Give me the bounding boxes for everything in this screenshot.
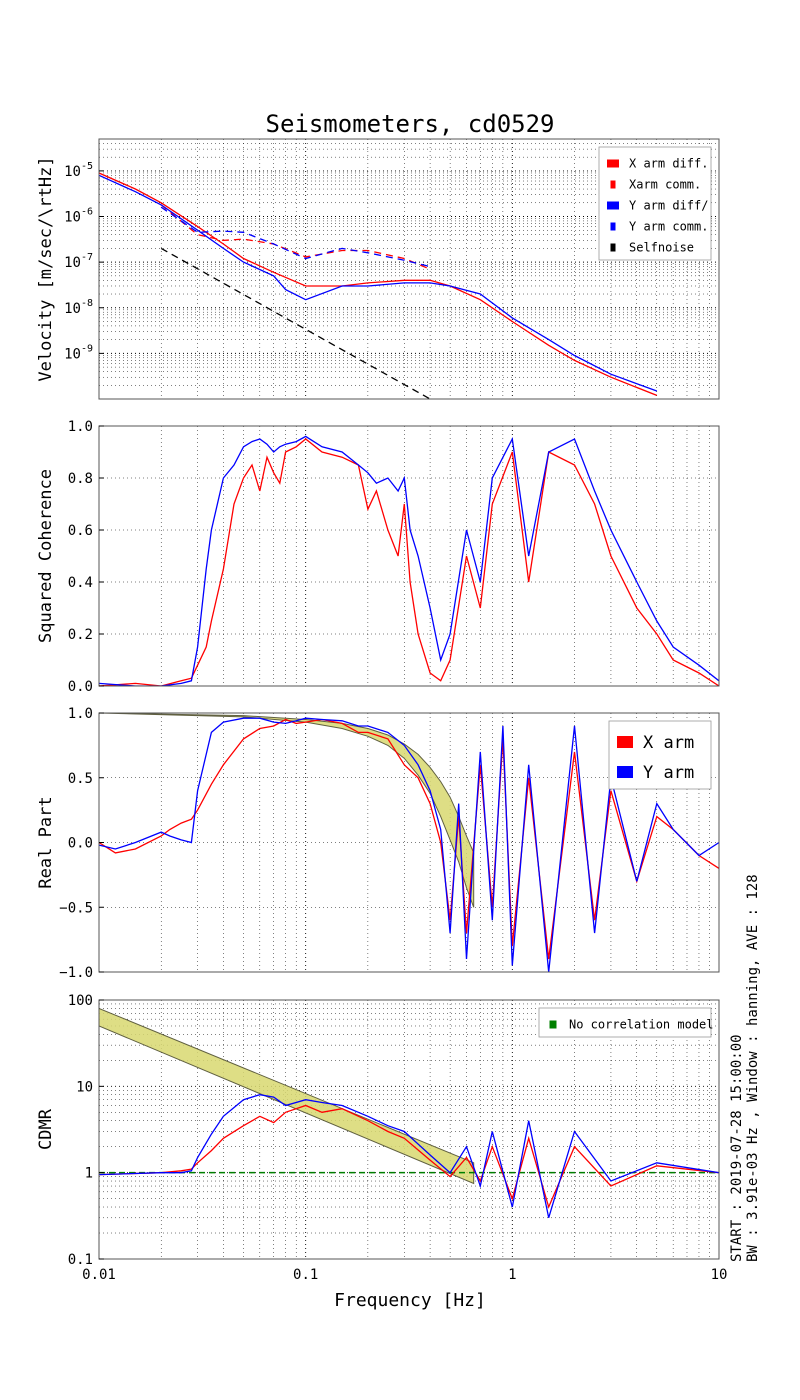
grid: [99, 1000, 719, 1259]
series-y-arm-comm: [160, 206, 431, 268]
y-tick-label: 10-7: [64, 252, 93, 271]
y-tick-label: −1.0: [59, 965, 93, 981]
legend-label: Xarm comm.: [629, 178, 701, 192]
series-xarm-comm: [160, 204, 431, 270]
legend-swatch: [610, 222, 616, 231]
x-axis-label: Frequency [Hz]: [334, 1290, 486, 1311]
legend-box: [538, 1007, 712, 1038]
figure-title: Seismometers, cd0529: [266, 110, 555, 138]
y-tick-label: 0.0: [68, 836, 93, 852]
legend-swatch: [617, 766, 633, 778]
series-y-arm: [99, 1094, 719, 1218]
legend-swatch: [610, 180, 616, 189]
legend-label: Y arm comm.: [629, 220, 708, 234]
y-axis-label: Squared Coherence: [36, 469, 56, 643]
side-text-bandwidth: BW : 3.91e-03 Hz , Window : hanning, AVE…: [745, 874, 761, 1262]
real-part-panel: −1.0 −0.5 0.0 0.5 1.0 Real Part X arm Y arm: [36, 706, 720, 981]
series-y-arm: [99, 717, 719, 972]
legend-label: X arm: [643, 733, 694, 753]
x-tick-label: 0.1: [293, 1267, 318, 1283]
y-tick-label: 0.8: [68, 471, 93, 487]
y-tick-label: 10-9: [64, 343, 93, 362]
legend: No correlation model: [538, 1007, 714, 1038]
x-tick-label: 1: [508, 1267, 516, 1283]
series-x-arm: [99, 1104, 719, 1209]
y-tick-label: 0.6: [68, 523, 93, 539]
velocity-panel: 10-9 10-8 10-7 10-6 10-5 Velocity [m/sec/\rtH…: [36, 138, 720, 400]
legend-label: X arm diff.: [629, 157, 708, 171]
grid: [99, 426, 719, 686]
y-tick-label: 0.0: [68, 679, 93, 695]
legend-swatch: [617, 736, 633, 748]
legend-label: No correlation model: [569, 1018, 714, 1032]
y-axis-label: Velocity [m/sec/\rtHz]: [36, 156, 56, 381]
y-tick-label: −0.5: [59, 900, 93, 916]
series-x-arm-diff: [99, 172, 658, 397]
y-axis-label: CDMR: [36, 1108, 56, 1150]
legend-label: Y arm: [643, 763, 694, 783]
legend-swatch: [610, 243, 616, 252]
y-tick-label: 1.0: [68, 419, 93, 435]
y-tick-label: 10-5: [64, 161, 93, 180]
y-tick-label: 10: [76, 1079, 93, 1095]
x-tick-label: 0.01: [82, 1267, 116, 1283]
series-x-arm: [99, 438, 719, 686]
legend-swatch: [607, 201, 619, 210]
plot-frame: [98, 999, 720, 1260]
side-text-start: START : 2019-07-28 15:00:00: [729, 1034, 745, 1262]
series-y-arm-diff: [99, 174, 658, 392]
y-axis-label: Real Part: [36, 796, 56, 888]
legend-swatch: [549, 1020, 557, 1029]
series-x-arm: [99, 718, 719, 960]
y-tick-label: 10-6: [64, 207, 93, 226]
coherence-panel: 0.0 0.2 0.4 0.6 0.8 1.0 Squared Coherence: [36, 419, 720, 695]
series-selfnoise: [160, 247, 431, 399]
y-tick-label: 1: [85, 1166, 93, 1182]
plot-frame: [98, 425, 720, 687]
y-tick-label: 100: [68, 993, 93, 1009]
model-band: [99, 1007, 475, 1185]
y-tick-label: 10-8: [64, 298, 93, 317]
legend: X arm diff. Xarm comm. Y arm diff/Y arm co…: [598, 146, 712, 261]
model-band: [99, 713, 475, 908]
plot-frame: [98, 138, 720, 400]
y-tick-label: 1.0: [68, 706, 93, 722]
legend: X arm Y arm: [608, 720, 712, 790]
y-tick-label: 0.1: [68, 1252, 93, 1268]
y-tick-label: 0.5: [68, 771, 93, 787]
legend-label: Y arm diff/: [629, 199, 708, 213]
y-tick-label: 0.2: [68, 627, 93, 643]
series-y-arm: [99, 435, 719, 686]
y-tick-label: 0.4: [68, 575, 93, 591]
legend-label: Selfnoise: [629, 241, 694, 255]
x-tick-label: 10: [711, 1267, 728, 1283]
legend-swatch: [607, 159, 619, 168]
